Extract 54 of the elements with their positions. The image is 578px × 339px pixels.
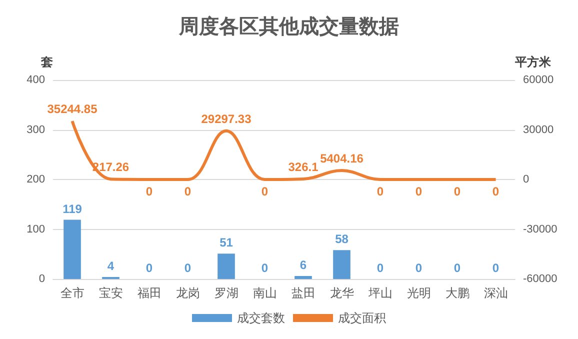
y-axis-title: 套 [40, 55, 53, 69]
data-label: 326.1 [288, 160, 319, 174]
x-tick-label: 深汕 [484, 286, 508, 300]
bar [64, 220, 81, 279]
x-tick-label: 南山 [252, 286, 277, 300]
x-tick-label: 龙岗 [176, 286, 200, 300]
data-label: 0 [454, 261, 461, 275]
legend-label: 成交套数 [237, 311, 285, 325]
data-label: 35244.85 [47, 102, 98, 116]
x-tick-label: 坪山 [367, 286, 392, 300]
x-tick-label: 宝安 [98, 286, 123, 300]
data-label: 0 [454, 184, 461, 198]
y2-tick-label: 30000 [523, 124, 554, 136]
y-tick-label: 0 [38, 273, 45, 285]
y-tick-label: 100 [26, 223, 45, 236]
data-label: 6 [300, 258, 307, 272]
data-label: 0 [261, 184, 268, 198]
data-label: 0 [415, 261, 422, 275]
bar [333, 250, 350, 279]
bar [218, 254, 235, 279]
y2-tick-label: -30000 [523, 223, 558, 236]
data-label: 0 [492, 261, 500, 275]
data-label: 51 [220, 236, 234, 250]
x-tick-label: 龙华 [330, 286, 354, 300]
data-label: 0 [184, 184, 192, 198]
x-tick-label: 罗湖 [214, 286, 238, 300]
y-tick-label: 200 [26, 174, 45, 186]
y2-tick-label: 60000 [523, 74, 554, 86]
legend-label: 成交面积 [338, 311, 386, 325]
x-tick-label: 光明 [406, 286, 431, 300]
data-label: 0 [146, 184, 153, 198]
x-tick-label: 全市 [60, 286, 84, 300]
y2-tick-label: 0 [523, 174, 530, 186]
data-label: 0 [376, 261, 384, 275]
data-label: 0 [261, 261, 268, 275]
data-label: 5404.16 [320, 152, 364, 166]
x-tick-label: 盐田 [291, 286, 316, 300]
y-tick-label: 400 [26, 74, 45, 86]
x-tick-label: 大鹏 [445, 286, 470, 300]
data-label: 0 [146, 261, 153, 275]
y2-tick-label: -60000 [523, 273, 558, 285]
data-label: 4 [107, 259, 114, 274]
data-label: 58 [335, 232, 349, 246]
data-label: 29297.33 [201, 112, 252, 126]
chart-title: 周度各区其他成交量数据 [178, 15, 399, 38]
bar [294, 276, 312, 279]
y-tick-label: 300 [26, 124, 45, 136]
y2-axis-title: 平方米 [514, 55, 552, 69]
data-label: 119 [62, 202, 82, 216]
data-label: 0 [415, 184, 422, 198]
x-tick-label: 福田 [137, 286, 162, 300]
data-label: 0 [376, 184, 384, 198]
data-label: 0 [492, 184, 500, 198]
data-label: 0 [184, 261, 192, 275]
